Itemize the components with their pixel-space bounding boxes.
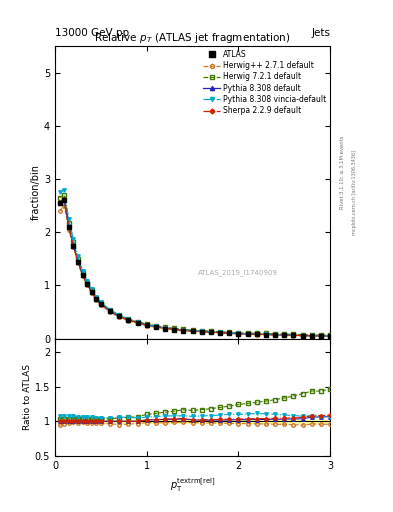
Text: 13000 GeV pp: 13000 GeV pp	[55, 28, 129, 38]
Y-axis label: fraction/bin: fraction/bin	[31, 164, 41, 220]
Text: Jets: Jets	[311, 28, 330, 38]
Text: mcplots.cern.ch [arXiv:1306.3436]: mcplots.cern.ch [arXiv:1306.3436]	[352, 150, 357, 235]
X-axis label: $p_{\rm T}^{\rm textrm[rel]}$: $p_{\rm T}^{\rm textrm[rel]}$	[170, 476, 215, 494]
Y-axis label: Ratio to ATLAS: Ratio to ATLAS	[23, 364, 32, 430]
Title: Relative $p_{T}$ (ATLAS jet fragmentation): Relative $p_{T}$ (ATLAS jet fragmentatio…	[94, 31, 291, 45]
Text: ATLAS_2019_I1740909: ATLAS_2019_I1740909	[198, 269, 278, 276]
Text: Rivet 3.1.10; ≥ 3.1M events: Rivet 3.1.10; ≥ 3.1M events	[340, 135, 345, 208]
Legend: ATLAS, Herwig++ 2.7.1 default, Herwig 7.2.1 default, Pythia 8.308 default, Pythi: ATLAS, Herwig++ 2.7.1 default, Herwig 7.…	[203, 50, 326, 115]
